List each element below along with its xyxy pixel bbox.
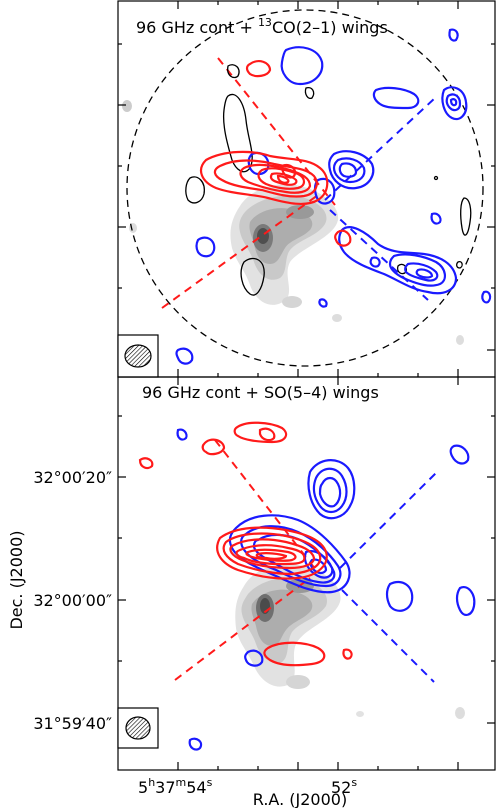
blue-contours-top: [175, 28, 492, 365]
red-contours-bottom: [138, 421, 353, 667]
y-axis-label: Dec. (J2000): [7, 530, 26, 629]
y-tick-label: 31°59′40″: [33, 714, 112, 733]
frame-bottom: [117, 376, 496, 771]
x-axis-label: R.A. (J2000): [253, 790, 347, 808]
continuum-grayscale-top: [122, 100, 464, 345]
beam-box-bottom: [117, 707, 159, 749]
panel-bottom: 96 GHz cont + SO(5–4) wings: [117, 376, 496, 771]
continuum-grayscale-bottom: [235, 564, 465, 719]
title-bottom: 96 GHz cont + SO(5–4) wings: [142, 383, 379, 402]
y-tick-label: 32°00′00″: [33, 591, 112, 610]
blue-axis-bottom-2: [341, 589, 435, 683]
x-tick-label-54s: 5h37m54s: [138, 776, 213, 797]
y-tick-label: 32°00′20″: [33, 468, 112, 487]
beam-box-top: [117, 334, 159, 378]
blue-axis-top-1: [324, 97, 436, 201]
beam-ellipse-top: [124, 344, 152, 368]
red-contours-top: [199, 60, 352, 247]
red-axis-top-2: [161, 194, 319, 309]
x-tick-label-52s: 52s: [331, 776, 357, 797]
primary-beam-circle: [126, 9, 484, 367]
red-axis-bottom-2: [174, 577, 311, 681]
x-tick-labels: 5h37m54s 52s: [138, 776, 357, 797]
blue-axis-bottom-1: [339, 471, 438, 569]
negative-contours-top: [185, 64, 472, 296]
title-top: 96 GHz cont + 13CO(2–1) wings: [136, 16, 388, 37]
beam-ellipse-bottom: [125, 716, 151, 740]
panel-top: 96 GHz cont + 13CO(2–1) wings: [117, 0, 496, 378]
y-tick-labels: 32°00′20″ 32°00′00″ 31°59′40″: [33, 468, 112, 733]
ticks-top: [118, 1, 495, 377]
